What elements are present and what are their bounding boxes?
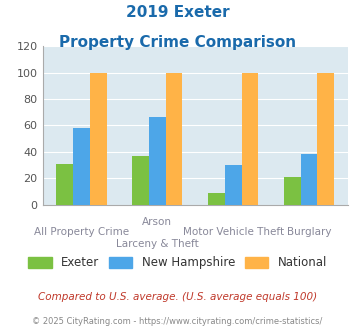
Text: Larceny & Theft: Larceny & Theft: [116, 240, 199, 249]
Bar: [284, 177, 301, 205]
Text: Motor Vehicle Theft: Motor Vehicle Theft: [182, 227, 284, 237]
Text: © 2025 CityRating.com - https://www.cityrating.com/crime-statistics/: © 2025 CityRating.com - https://www.city…: [32, 317, 323, 326]
Legend: Exeter, New Hampshire, National: Exeter, New Hampshire, National: [23, 252, 332, 274]
Bar: [317, 73, 334, 205]
Bar: [241, 73, 258, 205]
Bar: [132, 156, 149, 205]
Text: Compared to U.S. average. (U.S. average equals 100): Compared to U.S. average. (U.S. average …: [38, 292, 317, 302]
Bar: [149, 117, 166, 205]
Bar: [208, 193, 225, 205]
Bar: [166, 73, 182, 205]
Text: Burglary: Burglary: [287, 227, 331, 237]
Bar: [301, 154, 317, 205]
Text: All Property Crime: All Property Crime: [34, 227, 129, 237]
Text: Arson: Arson: [142, 217, 172, 227]
Bar: [90, 73, 106, 205]
Bar: [225, 165, 241, 205]
Text: Property Crime Comparison: Property Crime Comparison: [59, 35, 296, 50]
Bar: [73, 128, 90, 205]
Text: 2019 Exeter: 2019 Exeter: [126, 5, 229, 20]
Bar: [56, 164, 73, 205]
